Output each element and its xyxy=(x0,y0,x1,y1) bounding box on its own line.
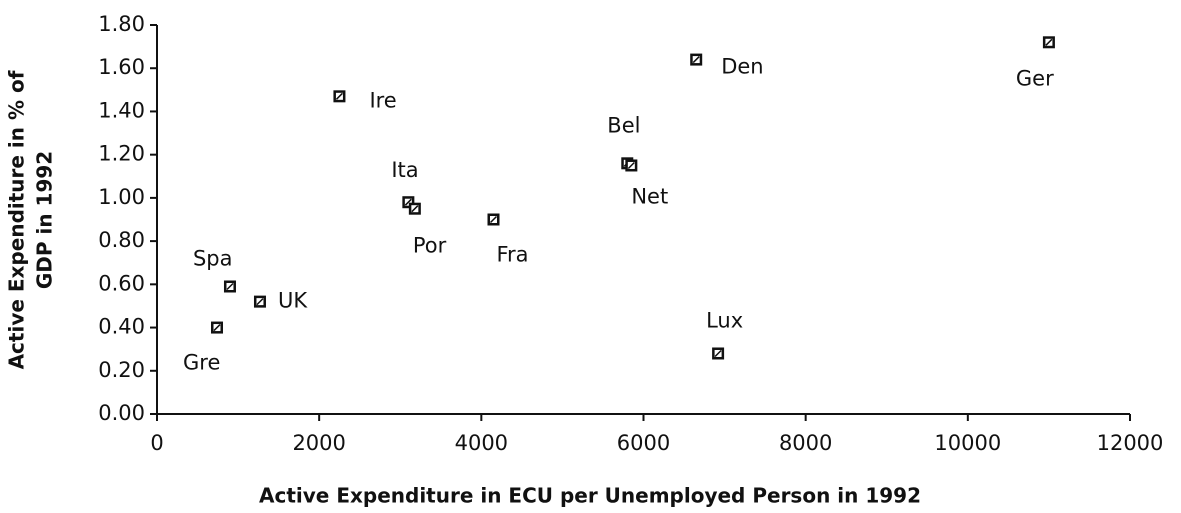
marker xyxy=(408,202,421,215)
marker xyxy=(712,347,725,360)
y-tick-label: 0.80 xyxy=(98,228,145,252)
marker-cross xyxy=(627,161,635,170)
marker-cross xyxy=(1045,38,1053,46)
marker-cross xyxy=(404,198,412,206)
marker-cross xyxy=(692,56,700,64)
marker xyxy=(211,321,224,334)
x-tick-label: 6000 xyxy=(617,431,670,455)
y-tick-label: 0.60 xyxy=(98,271,145,295)
point-label: Bel xyxy=(607,113,640,137)
marker xyxy=(223,280,236,293)
marker-cross xyxy=(714,349,722,358)
point-label: Fra xyxy=(496,243,528,267)
point-label: Por xyxy=(413,234,447,258)
marker-cross xyxy=(256,298,264,306)
marker xyxy=(690,53,703,66)
point-label: Ire xyxy=(369,88,396,112)
marker-cross xyxy=(226,282,234,291)
x-tick-label: 8000 xyxy=(779,431,832,455)
marker-cross xyxy=(411,205,419,213)
y-axis-label: GDP in 1992 xyxy=(33,151,57,289)
point-label: Gre xyxy=(183,351,220,375)
point-label: Ger xyxy=(1016,66,1054,90)
x-axis-label: Active Expenditure in ECU per Unemployed… xyxy=(259,484,921,508)
point-label: Lux xyxy=(706,308,743,332)
y-tick-label: 0.40 xyxy=(98,315,145,339)
point-label: Net xyxy=(631,184,668,208)
marker xyxy=(253,295,266,308)
point-label: Spa xyxy=(193,246,233,270)
x-tick-label: 12000 xyxy=(1097,431,1164,455)
x-tick-label: 10000 xyxy=(934,431,1001,455)
y-tick-label: 1.60 xyxy=(98,55,145,79)
marker xyxy=(333,90,346,103)
y-axis-label: Active Expenditure in % of xyxy=(5,70,29,369)
x-tick-label: 2000 xyxy=(292,431,345,455)
marker xyxy=(1042,36,1055,49)
y-tick-label: 0.20 xyxy=(98,358,145,382)
x-tick-label: 4000 xyxy=(455,431,508,455)
x-tick-label: 0 xyxy=(150,431,163,455)
marker xyxy=(487,213,500,226)
y-tick-label: 1.00 xyxy=(98,185,145,209)
marker-cross xyxy=(489,215,498,224)
y-tick-label: 1.80 xyxy=(98,12,145,36)
marker-cross xyxy=(335,92,343,100)
marker xyxy=(625,159,638,172)
y-tick-label: 1.20 xyxy=(98,142,145,166)
point-label: Den xyxy=(721,55,763,79)
y-tick-label: 0.00 xyxy=(98,401,145,425)
marker-cross xyxy=(213,324,221,332)
y-tick-label: 1.40 xyxy=(98,98,145,122)
point-label: Ita xyxy=(391,158,418,182)
point-label: UK xyxy=(278,289,308,313)
